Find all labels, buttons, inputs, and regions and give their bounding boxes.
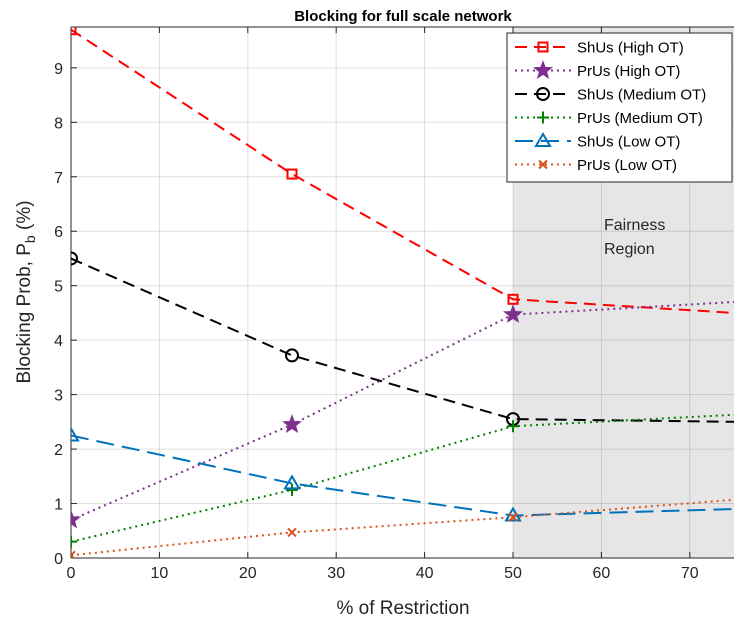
fairness-region-label: Region bbox=[604, 241, 655, 258]
legend-label: PrUs (Medium OT) bbox=[577, 110, 703, 127]
series-layer bbox=[71, 28, 734, 557]
legend-label: ShUs (Medium OT) bbox=[577, 87, 706, 104]
legend-marker bbox=[534, 132, 552, 147]
x-tick-label: 50 bbox=[504, 565, 522, 582]
legend-label: PrUs (High OT) bbox=[577, 63, 680, 80]
series-line-0 bbox=[71, 28, 734, 314]
marker-layer bbox=[71, 27, 523, 558]
y-tick-label: 0 bbox=[54, 551, 63, 568]
data-point bbox=[282, 414, 302, 434]
series-line-4 bbox=[71, 434, 734, 517]
series-line-2 bbox=[71, 257, 734, 423]
data-point bbox=[71, 509, 81, 529]
legend-label: ShUs (High OT) bbox=[577, 40, 684, 57]
x-tick-label: 30 bbox=[327, 565, 345, 582]
data-point bbox=[286, 483, 298, 496]
data-point bbox=[71, 550, 76, 558]
legend: ShUs (High OT) PrUs (High OT) ShUs (Medium… bbox=[506, 32, 733, 183]
y-tick-label: 5 bbox=[54, 279, 63, 296]
data-point bbox=[71, 535, 77, 548]
y-axis-label-unit: (%) bbox=[14, 200, 35, 235]
data-point bbox=[283, 474, 301, 490]
data-point bbox=[285, 348, 299, 363]
x-tick-label: 60 bbox=[593, 565, 611, 582]
legend-label: ShUs (Low OT) bbox=[577, 134, 680, 151]
x-axis-label: % of Restriction bbox=[336, 598, 469, 619]
x-tick-label: 0 bbox=[67, 565, 76, 582]
axis-layer: 0 10 20 30 40 50 60 70 0 1 2 3 4 5 6 7 8 9 bbox=[54, 26, 734, 582]
y-tick-label: 2 bbox=[54, 442, 63, 459]
legend-box bbox=[506, 32, 733, 183]
y-tick-label: 3 bbox=[54, 388, 63, 405]
fairness-region-label: Fairness bbox=[604, 217, 665, 234]
y-tick-label: 1 bbox=[54, 497, 63, 514]
data-point bbox=[71, 251, 78, 266]
legend-marker bbox=[533, 60, 553, 79]
legend-marker bbox=[538, 159, 548, 170]
y-axis-label-subscript: b bbox=[22, 235, 38, 243]
data-point bbox=[286, 168, 298, 180]
legend-label: PrUs (Low OT) bbox=[577, 157, 677, 174]
y-tick-label: 6 bbox=[54, 224, 63, 241]
data-point bbox=[287, 527, 297, 538]
x-tick-label: 10 bbox=[151, 565, 169, 582]
data-point bbox=[508, 512, 518, 522]
data-point bbox=[507, 420, 519, 433]
legend-marker bbox=[536, 87, 550, 101]
legend-marker bbox=[537, 41, 549, 53]
y-tick-label: 4 bbox=[54, 333, 63, 350]
y-axis-label-main: Blocking Prob, P bbox=[14, 243, 35, 383]
data-point bbox=[507, 293, 519, 305]
data-point bbox=[71, 27, 77, 36]
data-point bbox=[503, 304, 523, 323]
legend-marker bbox=[537, 111, 549, 124]
y-axis-label: Blocking Prob, Pb (%) bbox=[14, 200, 38, 383]
y-tick-label: 7 bbox=[54, 170, 63, 187]
chart-title: Blocking for full scale network bbox=[294, 8, 512, 25]
y-tick-label: 9 bbox=[54, 61, 63, 78]
x-tick-label: 70 bbox=[681, 565, 699, 582]
x-tick-label: 40 bbox=[416, 565, 434, 582]
data-point bbox=[71, 426, 80, 442]
series-line-1 bbox=[71, 301, 734, 521]
x-tick-label: 20 bbox=[239, 565, 257, 582]
y-tick-label: 8 bbox=[54, 115, 63, 132]
